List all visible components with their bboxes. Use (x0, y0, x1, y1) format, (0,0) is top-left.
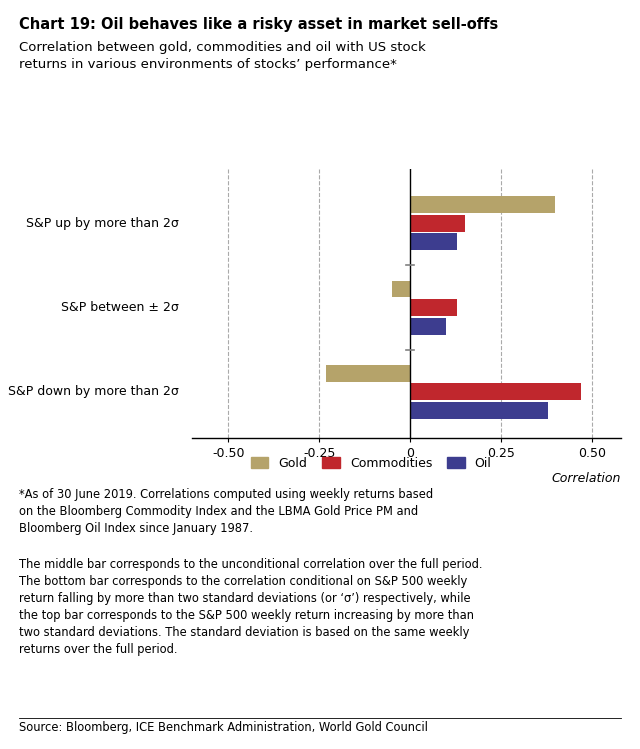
Bar (410, 299, 457, 316)
Legend: Gold, Commodities, Oil: Gold, Commodities, Oil (246, 452, 497, 475)
Text: Source: Bloomberg, ICE Benchmark Administration, World Gold Council: Source: Bloomberg, ICE Benchmark Adminis… (19, 721, 428, 733)
Text: S&P between ± 2σ: S&P between ± 2σ (61, 301, 179, 314)
Bar (410, 318, 446, 335)
Text: Correlation between gold, commodities and oil with US stock
returns in various e: Correlation between gold, commodities an… (19, 41, 426, 71)
Bar (326, 365, 410, 382)
Text: S&P up by more than 2σ: S&P up by more than 2σ (26, 216, 179, 230)
Text: Chart 19: Oil behaves like a risky asset in market sell-offs: Chart 19: Oil behaves like a risky asset… (19, 17, 499, 32)
Text: Correlation: Correlation (552, 472, 621, 485)
Bar (392, 281, 410, 297)
Bar (410, 234, 457, 250)
Text: The middle bar corresponds to the unconditional correlation over the full period: The middle bar corresponds to the uncond… (19, 558, 483, 656)
Text: S&P down by more than 2σ: S&P down by more than 2σ (8, 385, 179, 398)
Bar (410, 402, 548, 419)
Bar (410, 383, 581, 400)
Text: *As of 30 June 2019. Correlations computed using weekly returns based
on the Blo: *As of 30 June 2019. Correlations comput… (19, 488, 433, 536)
Bar (410, 215, 465, 231)
Bar (410, 196, 556, 213)
